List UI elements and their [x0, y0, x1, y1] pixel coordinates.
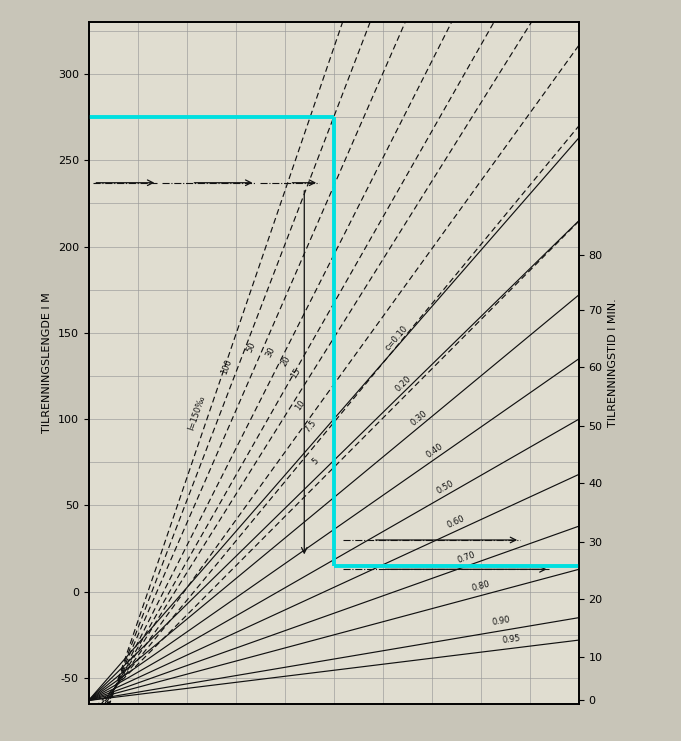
Text: 0.90: 0.90 — [492, 616, 511, 628]
Text: 0.50: 0.50 — [434, 479, 455, 496]
Text: 10: 10 — [294, 399, 307, 413]
Text: c=0.10: c=0.10 — [383, 324, 410, 352]
Text: 0.95: 0.95 — [502, 634, 521, 645]
Text: 0.60: 0.60 — [445, 514, 466, 531]
Text: 0.30: 0.30 — [409, 409, 429, 428]
Text: 50: 50 — [245, 340, 257, 353]
Text: 7.5: 7.5 — [303, 418, 318, 434]
Text: I=150‰: I=150‰ — [187, 395, 207, 432]
Text: 5: 5 — [311, 456, 321, 467]
Text: 0.40: 0.40 — [424, 442, 445, 459]
Y-axis label: TILRENNINGSLENGDE I M: TILRENNINGSLENGDE I M — [42, 293, 52, 433]
Text: 20: 20 — [279, 355, 292, 368]
Text: 0.80: 0.80 — [471, 579, 491, 593]
Text: 100: 100 — [219, 358, 234, 376]
Text: 0.20: 0.20 — [394, 373, 413, 393]
Text: 15: 15 — [289, 366, 302, 380]
Text: 30: 30 — [264, 345, 277, 359]
Y-axis label: TILRENNINGSTID I MIN.: TILRENNINGSTID I MIN. — [608, 299, 618, 428]
Text: 0.70: 0.70 — [456, 550, 476, 565]
